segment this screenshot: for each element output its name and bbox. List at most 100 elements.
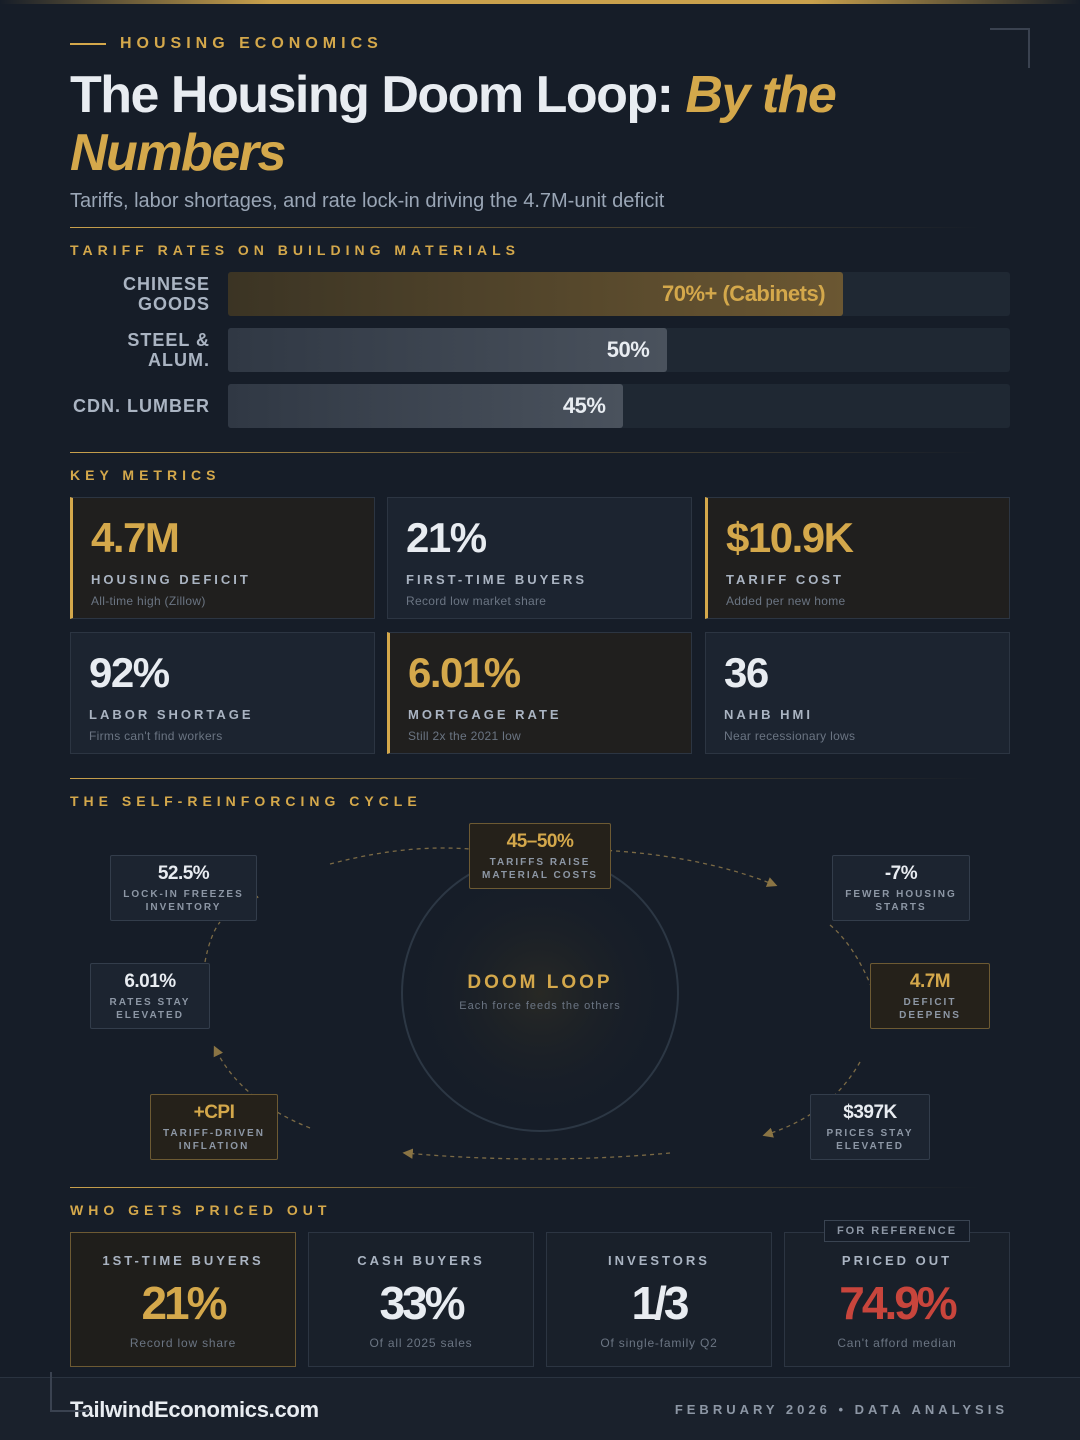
metric-value: 92% <box>89 649 170 696</box>
priced-out-value: 1/3 <box>631 1277 690 1329</box>
tariff-bar-row: STEEL & ALUM. 50% <box>70 328 1010 372</box>
tariff-bar-fill: 70%+ (Cabinets) <box>228 272 844 316</box>
cycle-node-label: FEWER HOUSING STARTS <box>845 889 957 913</box>
tariff-bar-track: 50% <box>228 328 1010 372</box>
metric-label: TARIFF COST <box>726 572 844 587</box>
metrics-section-label: KEY METRICS <box>70 467 221 483</box>
cycle-arrow <box>599 849 778 887</box>
footer: TailwindEconomics.com FEBRUARY 2026 • DA… <box>0 1377 1080 1440</box>
reference-badge: FOR REFERENCE <box>824 1220 970 1242</box>
cycle-arrow <box>256 895 259 899</box>
tariff-bar-name: STEEL & ALUM. <box>127 330 210 370</box>
priced-out-card-priced-out: PRICED OUT 74.9% Can't afford median <box>784 1232 1010 1367</box>
title-main: The Housing Doom Loop: <box>70 66 686 124</box>
metric-card-nahb-hmi: 36 NAHB HMI Near recessionary lows <box>705 632 1010 754</box>
cycle-node-label: LOCK-IN FREEZES INVENTORY <box>123 889 244 913</box>
cycle-node-housing-starts: -7% FEWER HOUSING STARTS <box>832 855 970 921</box>
metric-label: NAHB HMI <box>724 707 813 722</box>
priced-out-note: Of single-family Q2 <box>600 1336 718 1350</box>
doom-loop-subtitle: Each force feeds the others <box>459 1000 621 1012</box>
tariff-bar-row: CDN. LUMBER 45% <box>70 384 1010 428</box>
metric-value: 4.7M <box>91 514 180 561</box>
divider <box>70 227 980 228</box>
metric-note: Added per new home <box>726 594 846 608</box>
priced-out-card-first-time-buyers: 1ST-TIME BUYERS 21% Record low share <box>70 1232 296 1367</box>
priced-out-label: 1ST-TIME BUYERS <box>102 1253 264 1268</box>
priced-out-value: 21% <box>141 1277 227 1329</box>
eyebrow: HOUSING ECONOMICS <box>70 35 383 53</box>
metric-value: 36 <box>724 649 769 696</box>
cycle-node-value: 45–50% <box>506 831 574 852</box>
page-subtitle: Tariffs, labor shortages, and rate lock-… <box>70 190 665 212</box>
cycle-node-deficit: 4.7M DEFICIT DEEPENS <box>870 963 990 1029</box>
metric-value: 6.01% <box>408 649 521 696</box>
metric-note: Near recessionary lows <box>724 729 856 743</box>
tariff-bar-fill: 50% <box>228 328 668 372</box>
metric-label: LABOR SHORTAGE <box>89 707 254 722</box>
corner-bracket-bottom-left <box>50 1372 90 1412</box>
cycle-node-value: -7% <box>884 863 918 884</box>
cycle-node-label: TARIFF-DRIVEN INFLATION <box>163 1128 265 1152</box>
divider <box>70 1187 980 1188</box>
cycle-arrow <box>213 1045 311 1129</box>
priced-out-label: PRICED OUT <box>841 1253 953 1268</box>
top-accent-line <box>0 0 1080 4</box>
doom-loop-title: DOOM LOOP <box>467 972 613 993</box>
priced-out-note: Of all 2025 sales <box>369 1336 473 1350</box>
metric-value: 21% <box>406 514 487 561</box>
priced-out-label: INVESTORS <box>608 1253 710 1268</box>
metric-note: All-time high (Zillow) <box>91 594 206 608</box>
cycle-arrow <box>402 1148 671 1160</box>
cycle-section-label: THE SELF-REINFORCING CYCLE <box>70 793 422 809</box>
metric-card-housing-deficit: 4.7M HOUSING DEFICIT All-time high (Zill… <box>70 497 375 619</box>
metric-card-tariff-cost: $10.9K TARIFF COST Added per new home <box>705 497 1010 619</box>
cycle-node-value: +CPI <box>193 1102 235 1123</box>
tariff-section-label: TARIFF RATES ON BUILDING MATERIALS <box>70 242 520 258</box>
cycle-node-lock-in: 52.5% LOCK-IN FREEZES INVENTORY <box>110 855 257 921</box>
priced-out-note: Can't afford median <box>837 1336 957 1350</box>
priced-out-label: CASH BUYERS <box>357 1253 485 1268</box>
priced-out-value: 33% <box>379 1277 465 1329</box>
tariff-bar-name: CDN. LUMBER <box>73 396 210 416</box>
metric-label: HOUSING DEFICIT <box>91 572 251 587</box>
corner-bracket-top-right <box>990 28 1030 68</box>
cycle-node-tariffs: 45–50% TARIFFS RAISE MATERIAL COSTS <box>469 823 611 889</box>
page-title: The Housing Doom Loop: By the Numbers <box>70 66 970 182</box>
priced-out-section-label: WHO GETS PRICED OUT <box>70 1202 332 1218</box>
footer-site-link[interactable]: TailwindEconomics.com <box>70 1397 319 1422</box>
metric-note: Record low market share <box>406 594 547 608</box>
cycle-node-inflation: +CPI TARIFF-DRIVEN INFLATION <box>150 1094 278 1160</box>
cycle-node-label: RATES STAY ELEVATED <box>109 997 191 1021</box>
divider <box>70 452 980 453</box>
tariff-bar-value: 45% <box>562 393 606 418</box>
tariff-bar-value: 70%+ (Cabinets) <box>661 281 826 306</box>
cycle-node-label: TARIFFS RAISE MATERIAL COSTS <box>482 857 598 881</box>
tariff-bar-track: 70%+ (Cabinets) <box>228 272 1010 316</box>
cycle-node-label: DEFICIT DEEPENS <box>899 997 961 1021</box>
metric-value: $10.9K <box>726 514 854 561</box>
priced-out-card-cash-buyers: CASH BUYERS 33% Of all 2025 sales <box>308 1232 534 1367</box>
cycle-node-prices: $397K PRICES STAY ELEVATED <box>810 1094 930 1160</box>
metric-label: MORTGAGE RATE <box>408 707 562 722</box>
cycle-node-value: 6.01% <box>124 971 176 992</box>
metric-card-mortgage-rate: 6.01% MORTGAGE RATE Still 2x the 2021 lo… <box>387 632 692 754</box>
tariff-bar-row: CHINESE GOODS 70%+ (Cabinets) <box>70 272 1010 316</box>
priced-out-card-investors: INVESTORS 1/3 Of single-family Q2 <box>546 1232 772 1367</box>
eyebrow-dash <box>70 43 106 45</box>
tariff-bar-fill: 45% <box>228 384 624 428</box>
metric-label: FIRST-TIME BUYERS <box>406 572 588 587</box>
footer-date: FEBRUARY 2026 • DATA ANALYSIS <box>674 1402 1008 1417</box>
divider <box>70 778 980 779</box>
cycle-node-value: 52.5% <box>157 863 210 884</box>
cycle-arrow <box>204 921 221 963</box>
cycle-node-label: PRICES STAY ELEVATED <box>826 1128 914 1152</box>
metric-card-labor-shortage: 92% LABOR SHORTAGE Firms can't find work… <box>70 632 375 754</box>
cycle-node-value: 4.7M <box>909 971 951 992</box>
tariff-bar-track: 45% <box>228 384 1010 428</box>
eyebrow-text: HOUSING ECONOMICS <box>120 35 383 52</box>
cycle-node-value: $397K <box>843 1102 897 1123</box>
cycle-node-rates: 6.01% RATES STAY ELEVATED <box>90 963 210 1029</box>
tariff-bar-value: 50% <box>606 337 650 362</box>
priced-out-value: 74.9% <box>839 1277 957 1329</box>
cycle-arrow <box>829 924 883 1013</box>
